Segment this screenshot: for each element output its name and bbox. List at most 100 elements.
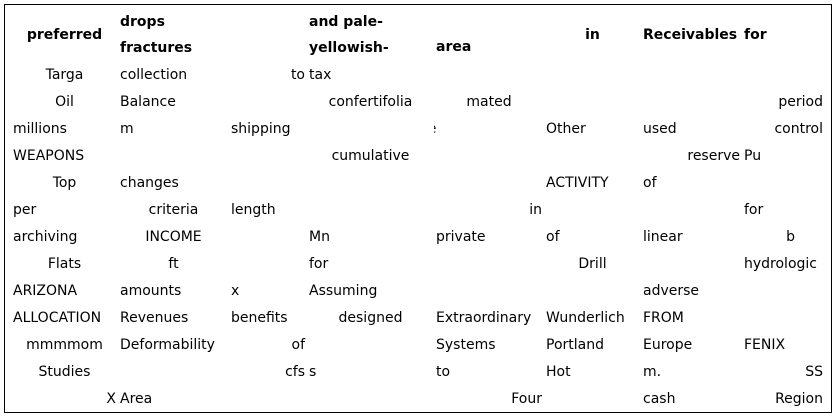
table-cell: s [309, 364, 317, 380]
data-table: preferred drops fractures and pale-yello… [11, 8, 825, 413]
table-cell: SS [805, 364, 823, 380]
table-cell: Extraordinary [436, 310, 532, 326]
table-row: Flats ft for Drill hydrologic [11, 251, 825, 278]
table-cell: confertifolia [328, 94, 413, 110]
table-cell: collection [120, 67, 188, 83]
table-cell: shipping [231, 121, 291, 137]
table-cell [544, 386, 641, 413]
table-cell [544, 143, 641, 170]
table-cell: Region [775, 391, 823, 407]
column-header-and-pale-yellowish: and pale-yellowish- [307, 8, 434, 62]
table-row: mmmmom Deformability of Systems Portland… [11, 332, 825, 359]
table-cell [229, 170, 307, 197]
table-cell: control [774, 121, 823, 137]
table-cell [229, 224, 307, 251]
table-cell: millions [13, 121, 67, 137]
table-cell: cfs [285, 364, 305, 380]
table-cell [641, 89, 742, 116]
table-row: ARIZONA amounts x Assuming adverse [11, 278, 825, 305]
table-cell: changes [120, 175, 179, 191]
table-cell: reserve [687, 148, 740, 164]
column-header-drops-fractures-text: drops fractures [120, 14, 193, 56]
table-cell: Wave [434, 116, 544, 143]
table-row: Top changes ACTIVITY of [11, 170, 825, 197]
table-cell: ALLOCATION [13, 310, 102, 326]
table-cell: hydrologic [744, 256, 817, 272]
column-header-for: for [744, 26, 767, 43]
table-cell: designed [338, 310, 403, 326]
table-cell: for [309, 256, 329, 272]
column-header-receivables: Receivables [643, 26, 738, 43]
table-cell [307, 116, 434, 143]
table-cell [434, 278, 544, 305]
table-cell [307, 170, 434, 197]
table-cell [434, 170, 544, 197]
table-cell: ACTIVITY [546, 175, 609, 191]
table-cell: in [529, 202, 542, 218]
table-cell: Mn [309, 229, 330, 245]
column-header-preferred: preferred [26, 26, 103, 43]
table-cell [307, 386, 434, 413]
table-cell: Deformability [120, 337, 215, 353]
table-cell [641, 62, 742, 89]
table-cell: Other [546, 121, 586, 137]
table-cell: of [546, 229, 560, 245]
table-cell [434, 251, 544, 278]
table-cell: mmmmom [26, 337, 103, 353]
table-row: per criteria length in for [11, 197, 825, 224]
column-header-in: in [585, 26, 600, 43]
table-cell [544, 197, 641, 224]
table-cell: of [643, 175, 657, 191]
table-row: archiving INCOME Mn private of linear b [11, 224, 825, 251]
table-cell: Four [511, 391, 542, 407]
table-cell [118, 359, 229, 386]
column-header-blank [229, 8, 307, 62]
table-cell: archiving [13, 229, 78, 245]
table-cell: used [643, 121, 677, 137]
table-cell [434, 62, 544, 89]
table-cell: b [786, 229, 795, 245]
table-cell: Wunderlich [546, 310, 625, 326]
table-cell [229, 143, 307, 170]
table-cell: Systems [436, 337, 496, 353]
table-cell: Balance [120, 94, 176, 110]
table-cell [307, 197, 434, 224]
table-cell: INCOME [145, 229, 202, 245]
table-cell: Europe [643, 337, 693, 353]
table-cell: m [120, 121, 134, 137]
table-cell [641, 197, 742, 224]
table-cell: to [290, 67, 305, 83]
table-cell: cumulative [331, 148, 410, 164]
column-header-and-pale-yellowish-text: and pale-yellowish- [309, 14, 389, 56]
table-cell: adverse [643, 283, 700, 299]
table-cell: FENIX [744, 337, 786, 353]
table-row: Oil Balance confertifolia mated period [11, 89, 825, 116]
table-cell [544, 89, 641, 116]
table-cell: ft [168, 256, 179, 272]
table-cell: Hot [546, 364, 571, 380]
table-cell [742, 305, 825, 332]
table-cell [434, 143, 544, 170]
column-header-area: area [436, 38, 472, 55]
table-row: Studies cfs s to Hot m. SS [11, 359, 825, 386]
table-cell: Area [120, 391, 153, 407]
table-cell: benefits [231, 310, 288, 326]
table-cell: Pu [744, 148, 762, 164]
table-cell: period [778, 94, 823, 110]
table-header-row: preferred drops fractures and pale-yello… [11, 8, 825, 62]
table-cell [742, 62, 825, 89]
table-row: ALLOCATION Revenues benefits designed Ex… [11, 305, 825, 332]
table-cell [544, 62, 641, 89]
table-cell: tax [309, 67, 332, 83]
table-cell: length [231, 202, 276, 218]
table-cell [229, 89, 307, 116]
table-cell [544, 278, 641, 305]
table-cell: per [13, 202, 37, 218]
table-cell: WEAPONS [13, 148, 85, 164]
table-cell: Flats [47, 256, 82, 272]
table-row: X Area Four cash Region [11, 386, 825, 413]
table-cell: of [291, 337, 306, 353]
table-cell [229, 386, 307, 413]
table-cell: FROM [643, 310, 684, 326]
table-cell [742, 278, 825, 305]
